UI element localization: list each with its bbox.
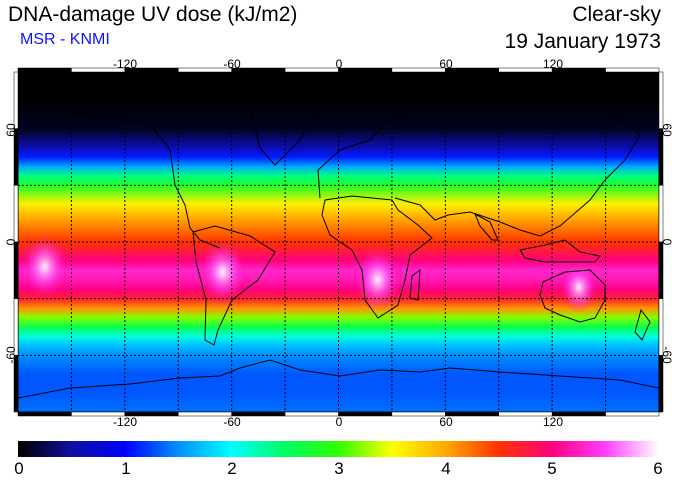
uv-hotspot: [559, 261, 599, 314]
frame-bar-top: [284, 67, 339, 73]
lon-label-top: -120: [112, 57, 138, 71]
coastline-south-america: [192, 225, 276, 346]
coastline-australia: [539, 269, 606, 323]
colorbar-tick-label: 6: [653, 459, 663, 478]
lat-label-right: 0: [660, 238, 674, 246]
coastline-north-america: [18, 104, 221, 249]
frame-bar-bottom: [445, 411, 500, 417]
frame-bar-top: [17, 67, 72, 73]
frame-bar-top: [338, 67, 393, 73]
coastline-antarctica: [18, 359, 659, 399]
frame-bar-top: [391, 67, 446, 73]
lon-label-bottom: -60: [223, 415, 241, 429]
colorbar-tick-label: 2: [227, 459, 237, 478]
frame-checker-bars: [13, 67, 664, 417]
frame-bar-bottom: [391, 411, 446, 417]
coastline-india: [474, 212, 499, 241]
colorbar-tick-label: 1: [121, 459, 131, 478]
frame-bar-left: [13, 355, 19, 413]
uv-hotspot: [353, 247, 402, 313]
colorbar-tick-label: 4: [441, 459, 451, 478]
colorbar-tick-label: 0: [14, 459, 24, 478]
frame-bar-bottom: [17, 411, 72, 417]
lon-label-bottom: -120: [112, 415, 138, 429]
frame-bar-bottom: [284, 411, 339, 417]
frame-bar-top: [605, 67, 660, 73]
frame-bar-bottom: [605, 411, 660, 417]
source-label: MSR - KNMI: [20, 31, 110, 48]
lon-label-top: 120: [542, 57, 564, 71]
coastline-africa: [321, 195, 433, 319]
coastline-madagascar: [409, 268, 421, 301]
map-title: DNA-damage UV dose (kJ/m2): [8, 3, 298, 26]
coastline-eurasia: [317, 97, 641, 237]
date-label: 19 January 1973: [504, 30, 661, 53]
colorbar-tick-label: 3: [334, 459, 344, 478]
lat-label-left: 60: [4, 123, 18, 137]
lat-label-left: 0: [4, 238, 18, 246]
lat-lon-grid: [18, 72, 659, 412]
sky-condition-label: Clear-sky: [572, 3, 661, 26]
lat-label-right: 60: [660, 123, 674, 137]
lat-label-left: -60: [4, 346, 18, 364]
frame-bar-bottom: [338, 411, 393, 417]
lon-label-top: 0: [335, 57, 343, 71]
uv-hotspots: [20, 234, 599, 314]
colorbar-tick-label: 5: [547, 459, 557, 478]
frame-bar-right: [658, 355, 664, 413]
uv-hotspot: [20, 234, 69, 299]
colorbar: [18, 441, 659, 457]
lat-label-right: -60: [660, 346, 674, 364]
uv-hotspot: [198, 239, 248, 305]
lon-label-top: 60: [439, 57, 453, 71]
lon-label-bottom: 120: [542, 415, 564, 429]
lon-label-top: -60: [223, 57, 241, 71]
lon-label-bottom: 0: [335, 415, 343, 429]
lon-label-bottom: 60: [439, 415, 453, 429]
coastlines: [18, 97, 659, 399]
frame-bar-top: [445, 67, 500, 73]
coastline-new-zealand: [634, 308, 651, 341]
